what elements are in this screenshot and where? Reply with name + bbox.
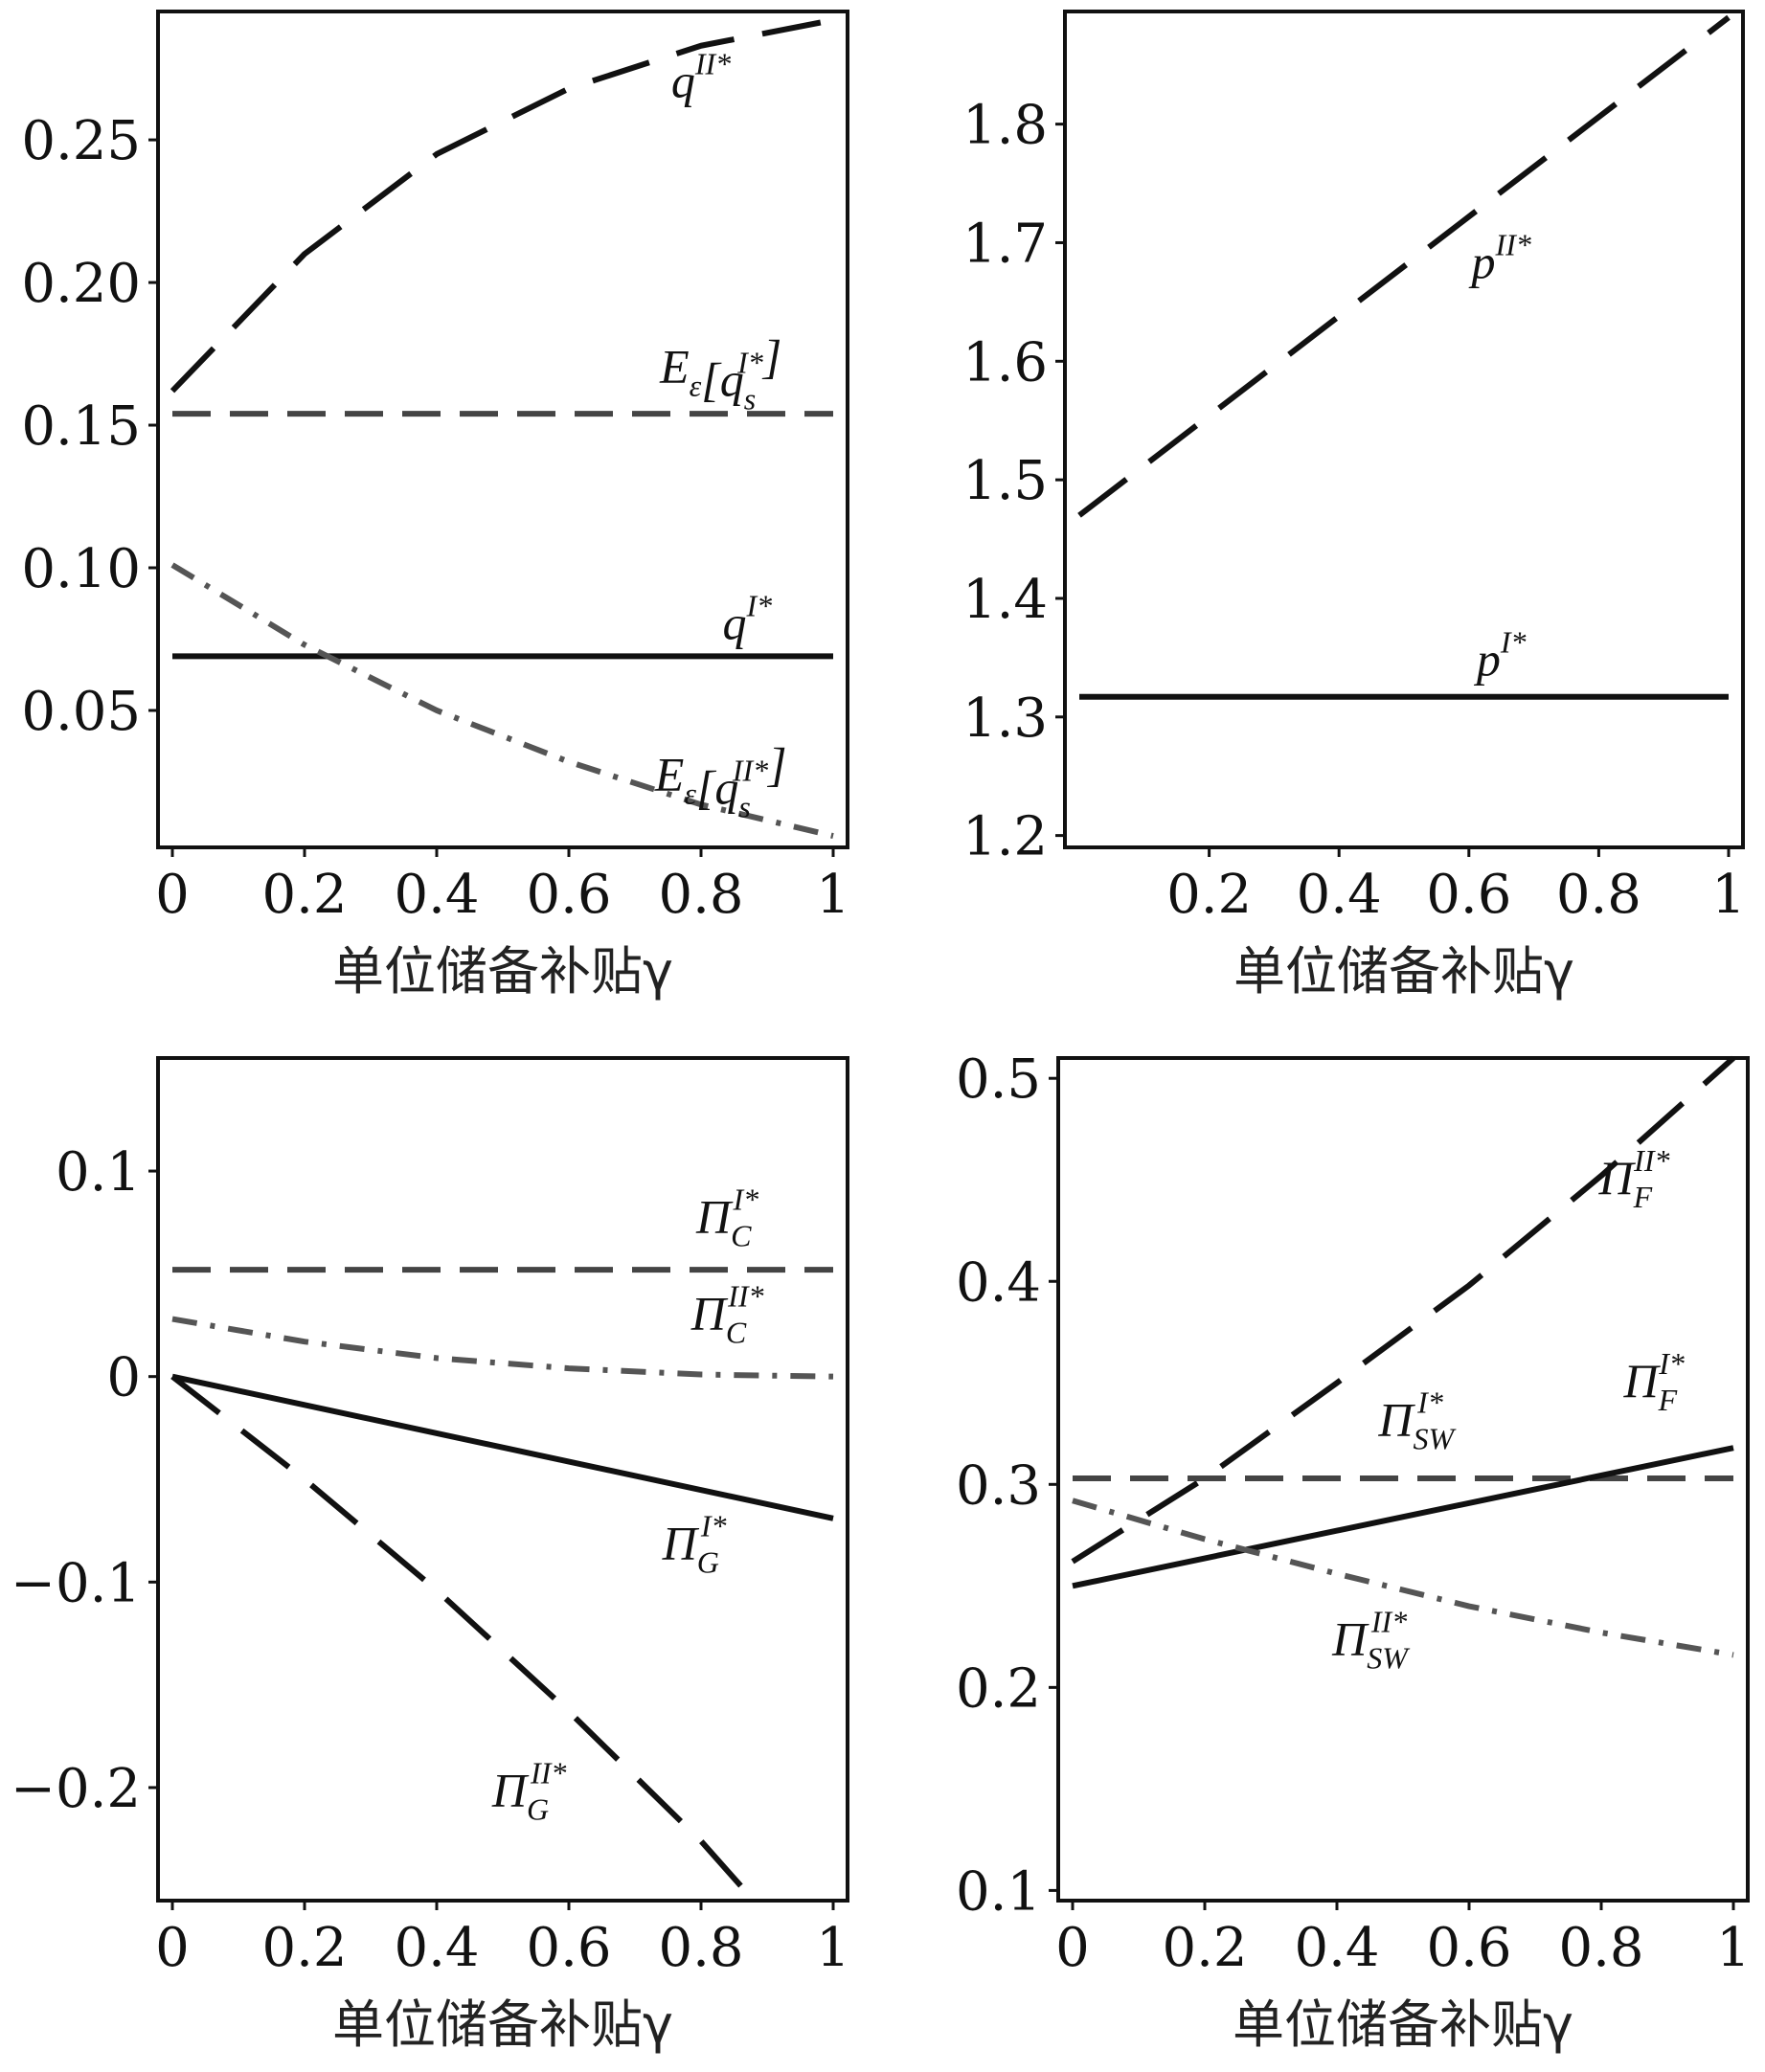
- x-tick-label: 0.8: [1558, 1917, 1643, 1979]
- y-tick-label: 1.7: [962, 213, 1048, 275]
- series-label: pI*: [1474, 624, 1527, 686]
- series-label: Eε[qsII*]: [654, 737, 787, 823]
- x-tick-label: 0.2: [1166, 864, 1252, 926]
- x-tick-label: 0.2: [1162, 1917, 1247, 1979]
- panel-profit-c-g: 0 0.2 0.4 0.6 0.8 1 −0.2 −0.1 0 0.1 单位储备补贴γ ΠCI* ΠCI…: [11, 1056, 850, 2055]
- y-tick-label: 0.10: [21, 538, 141, 600]
- plot-frame: [1063, 10, 1745, 849]
- y-tick-label: 0.20: [21, 253, 141, 315]
- y-tick-label: 1.2: [962, 806, 1048, 868]
- series-label: ΠSWI*: [1377, 1385, 1457, 1455]
- x-tick-label: 0.2: [261, 1917, 347, 1979]
- y-tick-label: 0.25: [21, 110, 141, 172]
- y-tick-label: 0.2: [956, 1657, 1041, 1720]
- y-tick-label: 0.4: [956, 1251, 1041, 1314]
- plot-frame: [156, 10, 849, 849]
- x-tick-label: 0.4: [1294, 1917, 1379, 1979]
- y-tick-label: 1.6: [962, 331, 1048, 394]
- series-line: [1072, 1498, 1734, 1658]
- series-line: [1072, 1445, 1734, 1589]
- y-tick-label: 0.05: [21, 681, 141, 743]
- panel-price: 0.2 0.4 0.6 0.8 1 1.2 1.3 1.4 1.5 1.6 1.7 1.8 单位储备补贴…: [962, 10, 1746, 1002]
- series-label: ΠGI*: [662, 1509, 727, 1580]
- series-line: [170, 1374, 757, 1903]
- x-tick-label: 0.2: [261, 864, 347, 926]
- series-label: pII*: [1469, 228, 1531, 289]
- y-tick-label: 0: [106, 1347, 141, 1409]
- y-tick-label: 0.15: [21, 395, 141, 458]
- y-tick-label: −0.1: [11, 1552, 141, 1614]
- series-line: [170, 562, 834, 840]
- y-tick-label: 0.1: [956, 1860, 1041, 1923]
- y-tick-label: 0.5: [956, 1048, 1041, 1111]
- x-tick-label: 0.4: [394, 864, 479, 926]
- series-label: ΠCII*: [690, 1278, 764, 1349]
- x-tick-label: 0.6: [526, 864, 611, 926]
- y-tick-label: −0.2: [11, 1758, 141, 1820]
- x-tick-label: 0: [1055, 1917, 1090, 1979]
- x-tick-label: 0.8: [1556, 864, 1641, 926]
- series-label: ΠGII*: [491, 1755, 567, 1826]
- x-tick-label: 1: [1716, 1917, 1751, 1979]
- series-line: [170, 16, 834, 394]
- plot-frame: [1056, 1056, 1750, 1903]
- x-tick-label: 0.6: [1426, 1917, 1511, 1979]
- series-label: ΠFI*: [1623, 1346, 1685, 1417]
- series-label: ΠCI*: [695, 1182, 758, 1252]
- series-line: [1071, 1055, 1735, 1565]
- series-line: [1077, 14, 1731, 518]
- y-tick-label: 1.5: [962, 450, 1048, 512]
- x-tick-label: 1: [816, 1917, 850, 1979]
- y-tick-label: 1.4: [962, 569, 1048, 631]
- x-tick-label: 1: [1711, 864, 1746, 926]
- series-line: [171, 1373, 834, 1521]
- x-tick-label: 0.4: [394, 1917, 479, 1979]
- y-tick-label: 1.3: [962, 687, 1048, 750]
- plot-frame: [156, 1056, 849, 1903]
- y-tick-label: 0.3: [956, 1454, 1041, 1517]
- x-tick-label: 0.6: [1426, 864, 1511, 926]
- x-axis-title: 单位储备补贴γ: [1233, 1994, 1573, 2055]
- x-axis-title: 单位储备补贴γ: [1233, 941, 1574, 1002]
- y-tick-label: 1.8: [962, 95, 1048, 157]
- y-tick-label: 0.1: [56, 1141, 141, 1204]
- panel-quantity: 0 0.2 0.4 0.6 0.8 1 0.05 0.10 0.15 0.20 0.25 单位储备补贴…: [21, 10, 850, 1002]
- series-label: qII*: [671, 46, 731, 107]
- x-axis-title: 单位储备补贴γ: [332, 941, 673, 1002]
- x-tick-label: 0: [155, 1917, 190, 1979]
- series-label: ΠSWII*: [1331, 1604, 1411, 1675]
- x-tick-label: 0.6: [526, 1917, 611, 1979]
- x-tick-label: 0.8: [658, 864, 743, 926]
- x-axis-title: 单位储备补贴γ: [332, 1994, 673, 2055]
- series-label: Eε[qsI*]: [659, 329, 781, 416]
- series-label: qI*: [722, 588, 772, 649]
- series-label: ΠFII*: [1598, 1143, 1670, 1214]
- x-tick-label: 0.4: [1297, 864, 1382, 926]
- x-tick-label: 1: [816, 864, 850, 926]
- x-tick-label: 0.8: [658, 1917, 743, 1979]
- panel-profit-f-sw: 0 0.2 0.4 0.6 0.8 1 0.1 0.2 0.3 0.4 0.5 单位储备补贴γ ΠFII…: [956, 1048, 1751, 2055]
- x-tick-label: 0: [155, 864, 190, 926]
